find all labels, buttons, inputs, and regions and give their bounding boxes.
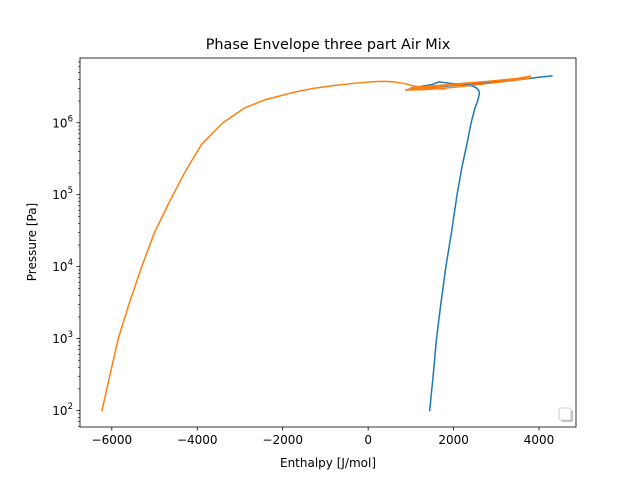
series-line-2 <box>101 75 532 412</box>
series-group <box>101 74 553 412</box>
x-tick-label: −4000 <box>177 433 218 447</box>
axes-background <box>80 58 576 427</box>
x-axis-label: Enthalpy [J/mol] <box>280 456 376 470</box>
x-tick-label: −2000 <box>262 433 303 447</box>
axes-frame <box>79 57 577 428</box>
chart-title: Phase Envelope three part Air Mix <box>206 37 451 53</box>
x-axis: −6000 −4000 −2000 0 2000 4000 <box>92 427 555 447</box>
x-tick-label: 0 <box>364 433 372 447</box>
plot-area <box>79 57 577 428</box>
legend <box>558 407 573 422</box>
y-axis-label: Pressure [Pa] <box>25 203 39 281</box>
x-tick-label: −6000 <box>92 433 133 447</box>
x-tick-label: 2000 <box>438 433 469 447</box>
x-tick-label: 4000 <box>524 433 555 447</box>
legend-frame <box>558 407 572 421</box>
